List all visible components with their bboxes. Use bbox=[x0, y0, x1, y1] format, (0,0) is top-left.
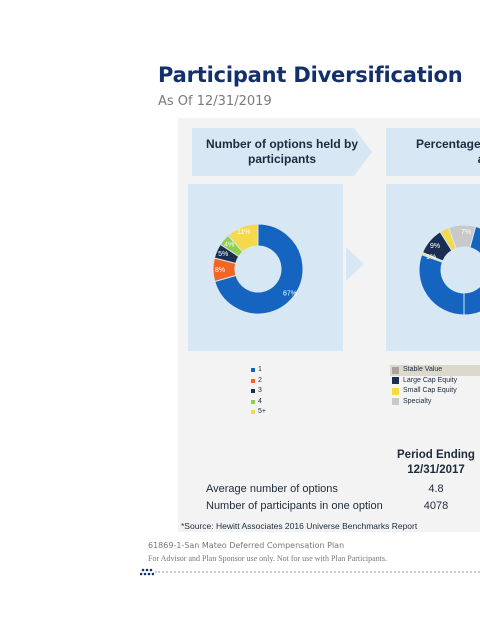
legend-item-2: 2 bbox=[251, 376, 266, 387]
legend-swatch bbox=[251, 410, 255, 415]
legend-swatch bbox=[392, 377, 399, 385]
footer-rule bbox=[155, 571, 480, 573]
legend-swatch bbox=[392, 366, 399, 374]
asset-legend-item: Small Cap Equity bbox=[390, 386, 480, 397]
legend-label: 3 bbox=[258, 387, 262, 394]
options-legend: 1 2 3 4 5+ bbox=[251, 365, 266, 418]
slice-label-2: 8% bbox=[215, 267, 225, 274]
legend-swatch bbox=[251, 378, 255, 383]
legend-label: Stable Value bbox=[403, 366, 443, 373]
avg-options-value: 4.8 bbox=[428, 483, 444, 495]
page-subtitle: As Of 12/31/2019 bbox=[158, 94, 272, 109]
source-note: *Source: Hewitt Associates 2016 Universe… bbox=[181, 521, 418, 531]
legend-label: 4 bbox=[258, 397, 262, 405]
legend-swatch bbox=[392, 387, 399, 395]
disclaimer: For Advisor and Plan Sponsor use only. N… bbox=[148, 554, 388, 563]
legend-label: Specialty bbox=[403, 397, 432, 405]
slice-1 bbox=[214, 223, 304, 315]
legend-item-5+: 5+ bbox=[251, 407, 266, 418]
dots-logo-icon bbox=[140, 568, 154, 576]
slice-5+ bbox=[227, 223, 259, 253]
left-chart-panel: 67% 8% 5% 4% 11% bbox=[188, 184, 343, 351]
one-option-value: 4078 bbox=[423, 500, 449, 512]
legend-label: 2 bbox=[258, 376, 262, 384]
legend-label: Small Cap Equity bbox=[403, 387, 457, 394]
slide-figure: Number of options held by participants P… bbox=[178, 118, 480, 532]
legend-label: 5+ bbox=[258, 408, 266, 415]
asset-slice-label: 7% bbox=[461, 229, 471, 236]
legend-label: Large Cap Equity bbox=[403, 376, 458, 384]
page-title: Participant Diversification bbox=[158, 63, 463, 87]
asset-slice-5 bbox=[463, 225, 480, 316]
avg-options-label: Average number of options bbox=[206, 483, 338, 495]
asset-slice-label: 1% bbox=[426, 254, 436, 261]
legend-swatch bbox=[251, 389, 255, 394]
period-heading: Period Ending 12/31/2017 bbox=[391, 448, 480, 478]
legend-swatch bbox=[392, 398, 399, 406]
one-option-label: Number of participants in one option bbox=[206, 500, 383, 512]
period-date: 12/31/2017 bbox=[407, 464, 465, 476]
legend-item-3: 3 bbox=[251, 386, 266, 397]
asset-donut-chart: 9% 1% 7% bbox=[418, 224, 480, 316]
right-panel-heading: Percentage of pa option by asset bbox=[386, 128, 480, 176]
asset-legend-item: Large Cap Equity bbox=[390, 376, 480, 387]
legend-label: 1 bbox=[258, 366, 262, 373]
asset-legend: Stable Value Large Cap Equity Small Cap Eq… bbox=[390, 365, 480, 407]
period-label: Period Ending bbox=[397, 449, 475, 461]
asset-legend-item: Stable Value bbox=[390, 365, 480, 376]
legend-swatch bbox=[251, 399, 255, 404]
panel-arrow bbox=[346, 247, 364, 281]
slice-label-1: 67% bbox=[283, 291, 297, 298]
asset-slice-label: 9% bbox=[430, 243, 440, 250]
asset-slice-0 bbox=[418, 253, 465, 316]
options-donut-chart: 67% 8% 5% 4%11% bbox=[212, 223, 304, 315]
slice-label-3: 5% bbox=[218, 251, 228, 258]
left-panel-heading: Number of options held by participants bbox=[192, 128, 372, 176]
plan-name: 61869-1-San Mateo Deferred Compensation … bbox=[148, 541, 345, 550]
legend-item-4: 4 bbox=[251, 397, 266, 408]
right-chart-panel: 9% 1% 7% bbox=[386, 184, 480, 351]
legend-swatch bbox=[251, 368, 255, 373]
slice-label-5+: 11% bbox=[237, 229, 251, 236]
legend-item-1: 1 bbox=[251, 365, 266, 376]
slice-label-4: 4% bbox=[224, 242, 234, 249]
asset-legend-item: Specialty bbox=[390, 397, 480, 408]
